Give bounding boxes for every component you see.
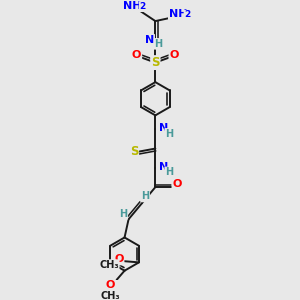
Text: S: S [151,56,160,69]
Text: CH₃: CH₃ [100,291,120,300]
Text: N: N [159,162,169,172]
Text: CH₃: CH₃ [99,260,119,270]
Text: O: O [114,254,124,264]
Text: H: H [119,209,127,219]
Text: H: H [165,167,173,177]
Text: 2: 2 [140,2,146,11]
Text: NH: NH [169,9,188,20]
Text: H: H [165,129,173,139]
Text: O: O [172,179,182,189]
Text: N: N [159,124,168,134]
Text: N: N [145,35,154,45]
Text: H: H [141,191,149,202]
Text: 2: 2 [184,11,190,20]
Text: O: O [132,50,141,60]
Text: H: H [154,39,163,49]
Text: NH: NH [123,1,142,10]
Text: S: S [130,145,138,158]
Text: O: O [169,50,179,60]
Text: O: O [106,280,115,290]
